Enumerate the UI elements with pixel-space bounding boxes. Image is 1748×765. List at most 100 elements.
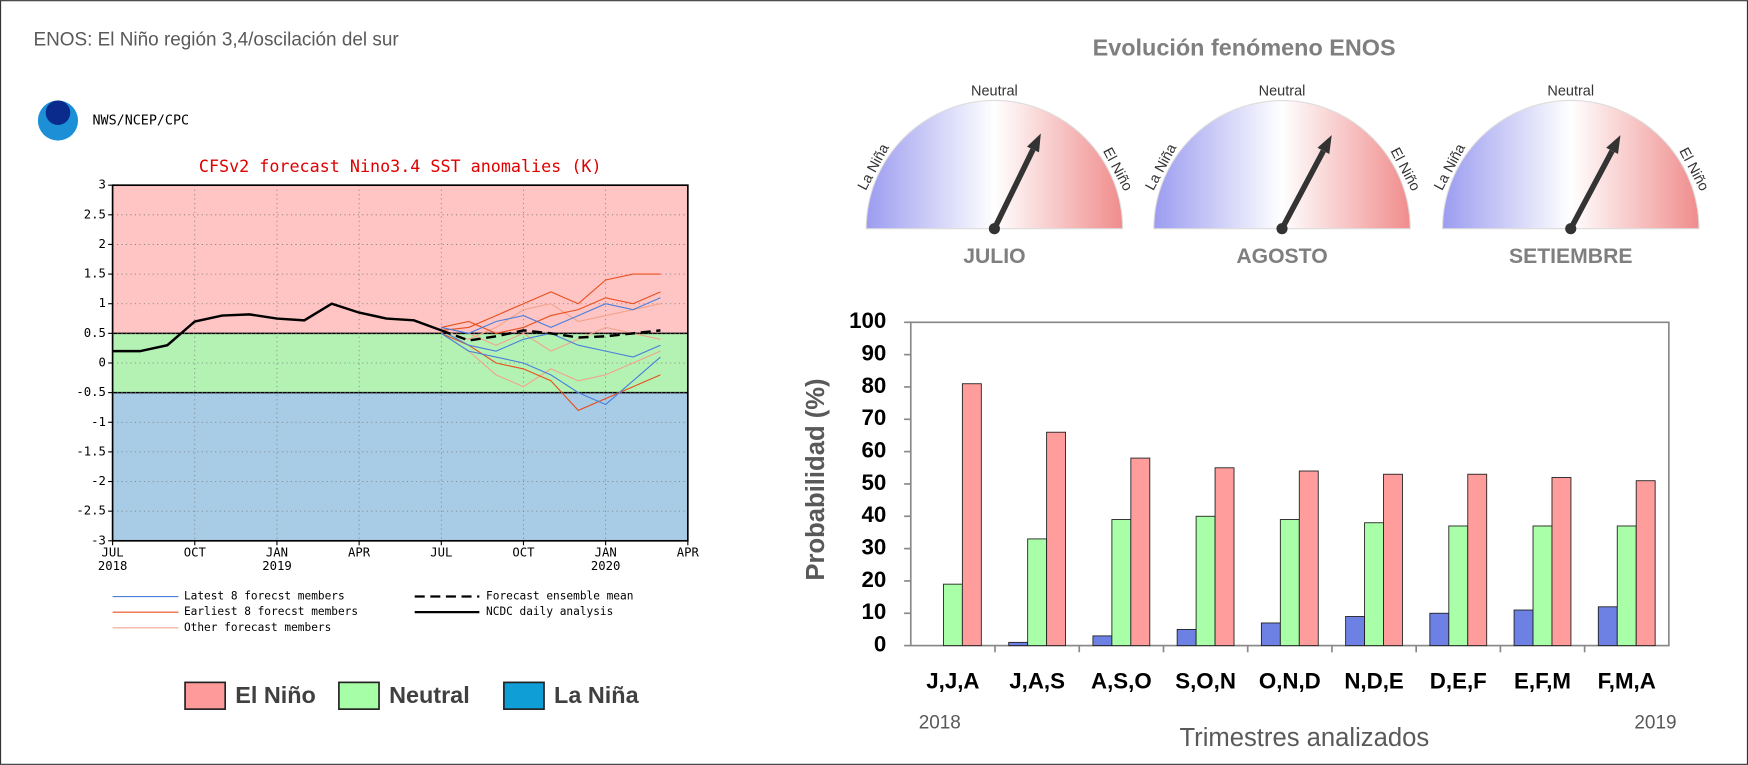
legend-label: NCDC daily analysis [486,605,613,618]
plot-frame [111,184,689,542]
band-legend-swatch [338,681,380,710]
x-tick-year: 2020 [591,559,621,573]
x-tick-year: 2019 [262,559,292,573]
band [112,392,688,541]
bar [1448,525,1469,647]
gauge-label: JULIO [963,245,1025,268]
band-legend-label: El Niño [235,682,316,708]
bar [1260,622,1281,647]
y-tick-label: -1 [91,415,106,429]
series-line [441,297,661,334]
x-tick-label: JAN [595,546,617,560]
x-tick-year: 2018 [98,559,128,573]
bar [1279,519,1300,647]
gauge-needle-head [1026,133,1041,153]
bar [1551,477,1572,647]
gauge-needle [991,148,1036,230]
x-tick-label: JAN [266,546,288,560]
y-tick-label: 2.5 [84,207,106,221]
series-line [441,326,661,352]
bar [1111,519,1132,647]
gauge-scale-label: Neutral [971,83,1018,99]
gauge-dial [1153,99,1411,230]
band [112,185,688,334]
x-tick-label: O,N,D [1259,668,1321,693]
gauge-needle-head [1317,135,1332,155]
bar [1008,641,1029,647]
gauge-needle [1568,149,1615,230]
gauge-needle-head [1606,135,1621,155]
y-tick-label: 40 [861,502,886,527]
bar [1383,473,1403,647]
y-tick-label: 90 [861,341,886,366]
annotation: 2019 [1634,713,1676,734]
x-tick-label: A,S,O [1091,668,1152,693]
y-tick-label: 80 [861,373,886,398]
source: NWS/NCEP/CPC [93,114,190,129]
x-tick-label: J,J,A [926,668,979,693]
gauge-title: Evolución fenómeno ENOS [1093,34,1396,60]
bar [1616,525,1637,647]
x-tick-label: OCT [512,546,535,560]
y-tick-label: 3 [99,178,106,192]
bar [1597,606,1618,647]
x-tick-label: E,F,M [1514,668,1571,693]
gauge-dial [865,99,1124,230]
bar [1092,635,1113,647]
bar [1364,522,1384,647]
chart-title: CFSv2 forecast Nino3.4 SST anomalies (K) [199,156,602,176]
annotation: 2018 [919,713,961,734]
band-legend-label: La Niña [554,682,640,708]
x-tick-label: N,D,E [1344,668,1403,693]
y-tick-label: -3 [91,533,106,547]
band-legend-swatch [184,681,227,710]
bar [961,383,982,647]
y-tick-label: -0.5 [76,385,106,399]
series-line [112,302,442,353]
x-tick-label: JUL [102,546,124,560]
y-tick-label: -2.5 [76,504,106,518]
y-tick-label: -1.5 [76,444,106,458]
bar [1176,628,1197,647]
band-legend-swatch [503,681,545,710]
bar [1046,431,1067,647]
y-tick-label: 0 [99,355,106,369]
series-line [441,291,661,334]
series-line [441,332,661,412]
y-tick-label: 50 [861,470,886,495]
gauge-dial [1441,99,1700,230]
series-line [441,273,661,331]
y-tick-label: 0 [874,631,886,656]
legend-label: Earliest 8 forecst members [184,605,358,618]
bar [1467,473,1488,647]
x-tick-label: JUL [430,546,452,560]
y-tick-label: 1 [99,296,106,310]
series-line [440,332,661,406]
y-tick-label: 20 [861,567,886,592]
legend-label: Latest 8 forecst members [184,590,345,603]
gauge-needle [1279,149,1326,230]
bar [942,583,963,647]
x-tick-label: APR [348,546,371,560]
x-axis-label: Trimestres analizados [1179,724,1429,752]
y-tick-label: 1.5 [84,267,106,281]
y-tick-label: 30 [861,534,886,559]
legend-label: Forecast ensemble mean [486,590,633,603]
x-tick-label: F,M,A [1598,668,1656,693]
bar [1345,616,1366,647]
bar [1298,470,1319,647]
y-tick-label: 2 [99,237,106,251]
bar [1130,457,1151,647]
gauge-scale-label: Neutral [1259,83,1306,99]
y-axis-label: Probabilidad (%) [802,378,830,580]
x-tick-label: S,O,N [1175,668,1236,693]
gauge-hub [1276,223,1288,235]
noaa-logo-inner [45,100,71,125]
y-tick-label: 70 [861,405,886,430]
x-tick-label: APR [677,546,700,560]
band-legend-label: Neutral [389,682,470,708]
legend-label: Other forecast members [184,621,331,634]
header: ENOS: El Niño región 3,4/oscilación del … [33,29,398,50]
